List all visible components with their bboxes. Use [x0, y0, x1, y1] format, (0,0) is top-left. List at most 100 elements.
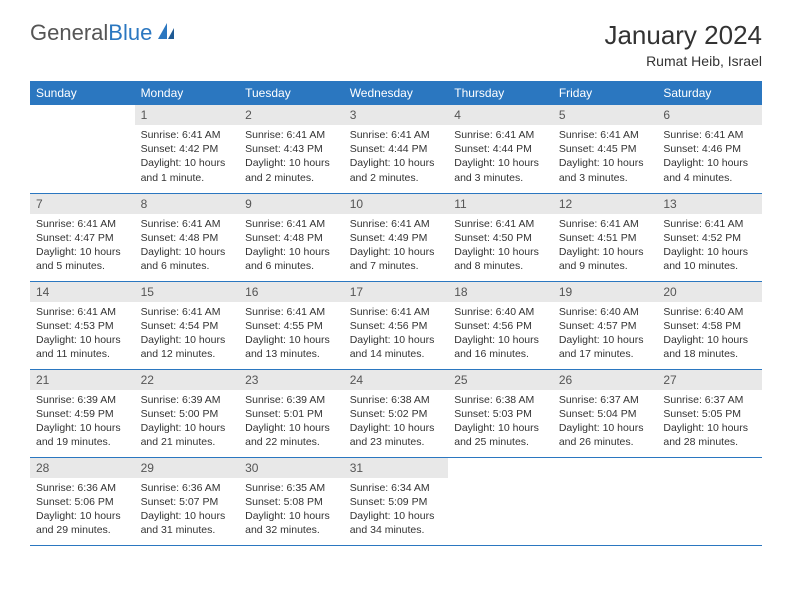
- sunrise-text: Sunrise: 6:41 AM: [36, 305, 129, 319]
- day-number: 1: [135, 105, 240, 125]
- day-number: 31: [344, 458, 449, 478]
- calendar-cell: [553, 457, 658, 545]
- day-number: 30: [239, 458, 344, 478]
- sunset-text: Sunset: 4:56 PM: [454, 319, 547, 333]
- day-content: Sunrise: 6:38 AMSunset: 5:03 PMDaylight:…: [448, 390, 553, 456]
- sunrise-text: Sunrise: 6:41 AM: [663, 217, 756, 231]
- day-number: 17: [344, 282, 449, 302]
- sunrise-text: Sunrise: 6:39 AM: [36, 393, 129, 407]
- calendar-cell: 12Sunrise: 6:41 AMSunset: 4:51 PMDayligh…: [553, 193, 658, 281]
- sunrise-text: Sunrise: 6:41 AM: [559, 128, 652, 142]
- daylight-text: Daylight: 10 hours and 29 minutes.: [36, 509, 129, 537]
- weekday-header: Wednesday: [344, 81, 449, 105]
- weekday-header: Sunday: [30, 81, 135, 105]
- day-number: 14: [30, 282, 135, 302]
- day-number: 20: [657, 282, 762, 302]
- day-content: Sunrise: 6:41 AMSunset: 4:51 PMDaylight:…: [553, 214, 658, 280]
- logo-text-general: General: [30, 20, 108, 45]
- day-number: 29: [135, 458, 240, 478]
- calendar-cell: 7Sunrise: 6:41 AMSunset: 4:47 PMDaylight…: [30, 193, 135, 281]
- sunset-text: Sunset: 4:58 PM: [663, 319, 756, 333]
- sunrise-text: Sunrise: 6:41 AM: [36, 217, 129, 231]
- daylight-text: Daylight: 10 hours and 5 minutes.: [36, 245, 129, 273]
- calendar-cell: 14 Sunrise: 6:41 AMSunset: 4:53 PMDayligh…: [30, 281, 135, 369]
- daylight-text: Daylight: 10 hours and 6 minutes.: [141, 245, 234, 273]
- calendar-cell: 10Sunrise: 6:41 AMSunset: 4:49 PMDayligh…: [344, 193, 449, 281]
- sunset-text: Sunset: 5:05 PM: [663, 407, 756, 421]
- calendar-cell: [30, 105, 135, 193]
- sunrise-text: Sunrise: 6:41 AM: [141, 217, 234, 231]
- day-content: Sunrise: 6:41 AMSunset: 4:42 PMDaylight:…: [135, 125, 240, 191]
- sunset-text: Sunset: 4:45 PM: [559, 142, 652, 156]
- sunset-text: Sunset: 4:53 PM: [36, 319, 129, 333]
- daylight-text: Daylight: 10 hours and 12 minutes.: [141, 333, 234, 361]
- day-number: 25: [448, 370, 553, 390]
- calendar-cell: 1Sunrise: 6:41 AMSunset: 4:42 PMDaylight…: [135, 105, 240, 193]
- day-number: 2: [239, 105, 344, 125]
- day-number: 22: [135, 370, 240, 390]
- day-content: Sunrise: 6:41 AMSunset: 4:50 PMDaylight:…: [448, 214, 553, 280]
- day-number: 5: [553, 105, 658, 125]
- sunrise-text: Sunrise: 6:40 AM: [663, 305, 756, 319]
- calendar-cell: 31Sunrise: 6:34 AMSunset: 5:09 PMDayligh…: [344, 457, 449, 545]
- sunrise-text: Sunrise: 6:36 AM: [141, 481, 234, 495]
- day-number: 11: [448, 194, 553, 214]
- calendar-cell: 19Sunrise: 6:40 AMSunset: 4:57 PMDayligh…: [553, 281, 658, 369]
- sunrise-text: Sunrise: 6:41 AM: [454, 217, 547, 231]
- calendar-row: 1Sunrise: 6:41 AMSunset: 4:42 PMDaylight…: [30, 105, 762, 193]
- daylight-text: Daylight: 10 hours and 31 minutes.: [141, 509, 234, 537]
- daylight-text: Daylight: 10 hours and 32 minutes.: [245, 509, 338, 537]
- calendar-cell: 20Sunrise: 6:40 AMSunset: 4:58 PMDayligh…: [657, 281, 762, 369]
- calendar-cell: 11Sunrise: 6:41 AMSunset: 4:50 PMDayligh…: [448, 193, 553, 281]
- day-content: Sunrise: 6:36 AMSunset: 5:07 PMDaylight:…: [135, 478, 240, 544]
- day-number: 3: [344, 105, 449, 125]
- day-content: Sunrise: 6:39 AMSunset: 5:00 PMDaylight:…: [135, 390, 240, 456]
- weekday-header: Thursday: [448, 81, 553, 105]
- day-number: 21: [30, 370, 135, 390]
- calendar-cell: 26Sunrise: 6:37 AMSunset: 5:04 PMDayligh…: [553, 369, 658, 457]
- sunrise-text: Sunrise: 6:40 AM: [454, 305, 547, 319]
- daylight-text: Daylight: 10 hours and 7 minutes.: [350, 245, 443, 273]
- day-content: Sunrise: 6:36 AMSunset: 5:06 PMDaylight:…: [30, 478, 135, 544]
- calendar-cell: 15Sunrise: 6:41 AMSunset: 4:54 PMDayligh…: [135, 281, 240, 369]
- daylight-text: Daylight: 10 hours and 3 minutes.: [559, 156, 652, 184]
- sunrise-text: Sunrise: 6:41 AM: [350, 128, 443, 142]
- weekday-header-row: Sunday Monday Tuesday Wednesday Thursday…: [30, 81, 762, 105]
- sunset-text: Sunset: 4:51 PM: [559, 231, 652, 245]
- day-content: Sunrise: 6:41 AMSunset: 4:56 PMDaylight:…: [344, 302, 449, 368]
- calendar-body: 1Sunrise: 6:41 AMSunset: 4:42 PMDaylight…: [30, 105, 762, 545]
- calendar-cell: 5 Sunrise: 6:41 AMSunset: 4:45 PMDaylight…: [553, 105, 658, 193]
- day-content: Sunrise: 6:41 AMSunset: 4:44 PMDaylight:…: [344, 125, 449, 191]
- sunset-text: Sunset: 4:48 PM: [141, 231, 234, 245]
- calendar-cell: 9Sunrise: 6:41 AMSunset: 4:48 PMDaylight…: [239, 193, 344, 281]
- daylight-text: Daylight: 10 hours and 1 minute.: [141, 156, 234, 184]
- calendar-cell: 27Sunrise: 6:37 AMSunset: 5:05 PMDayligh…: [657, 369, 762, 457]
- calendar-cell: [657, 457, 762, 545]
- sunset-text: Sunset: 4:44 PM: [350, 142, 443, 156]
- day-number: 7: [30, 194, 135, 214]
- daylight-text: Daylight: 10 hours and 21 minutes.: [141, 421, 234, 449]
- sunset-text: Sunset: 4:43 PM: [245, 142, 338, 156]
- daylight-text: Daylight: 10 hours and 11 minutes.: [36, 333, 129, 361]
- sunrise-text: Sunrise: 6:41 AM: [559, 217, 652, 231]
- sail-icon: [156, 21, 178, 46]
- daylight-text: Daylight: 10 hours and 13 minutes.: [245, 333, 338, 361]
- sunrise-text: Sunrise: 6:38 AM: [454, 393, 547, 407]
- sunset-text: Sunset: 4:48 PM: [245, 231, 338, 245]
- day-number: 13: [657, 194, 762, 214]
- sunset-text: Sunset: 4:52 PM: [663, 231, 756, 245]
- sunrise-text: Sunrise: 6:41 AM: [245, 305, 338, 319]
- daylight-text: Daylight: 10 hours and 16 minutes.: [454, 333, 547, 361]
- day-content: Sunrise: 6:41 AMSunset: 4:46 PMDaylight:…: [657, 125, 762, 191]
- calendar-row: 7Sunrise: 6:41 AMSunset: 4:47 PMDaylight…: [30, 193, 762, 281]
- sunset-text: Sunset: 4:42 PM: [141, 142, 234, 156]
- day-content: Sunrise: 6:39 AMSunset: 5:01 PMDaylight:…: [239, 390, 344, 456]
- sunrise-text: Sunrise: 6:36 AM: [36, 481, 129, 495]
- day-content: Sunrise: 6:41 AMSunset: 4:55 PMDaylight:…: [239, 302, 344, 368]
- sunset-text: Sunset: 4:56 PM: [350, 319, 443, 333]
- calendar-cell: 8Sunrise: 6:41 AMSunset: 4:48 PMDaylight…: [135, 193, 240, 281]
- day-number: 10: [344, 194, 449, 214]
- sunset-text: Sunset: 4:59 PM: [36, 407, 129, 421]
- calendar-cell: 30Sunrise: 6:35 AMSunset: 5:08 PMDayligh…: [239, 457, 344, 545]
- sunset-text: Sunset: 5:01 PM: [245, 407, 338, 421]
